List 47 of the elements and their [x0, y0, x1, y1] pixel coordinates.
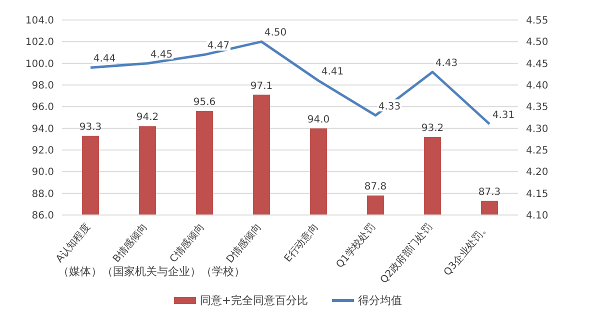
y-tick-label: 90.0 [32, 167, 54, 178]
data-label: 94.2 [136, 112, 159, 124]
x-tick-label: A认知程度 [53, 221, 93, 265]
y2-tick-label: 4.50 [526, 37, 548, 48]
legend-label: 得分均值 [357, 293, 402, 308]
data-label: 4.43 [435, 58, 458, 69]
x-tick-label: E行动意向 [282, 221, 321, 264]
data-label: 4.50 [264, 28, 287, 39]
y2-tick-label: 4.35 [526, 102, 548, 114]
x-tick-label: C情感倾向 [167, 221, 207, 265]
y2-tick-label: 4.25 [526, 146, 548, 157]
text: （媒体）（国家机关与企业）（学校） [58, 264, 245, 279]
y-tick-label: 92.0 [32, 146, 54, 157]
y2-tick-label: 4.20 [526, 167, 548, 178]
x-tick-label: D情感倾向 [224, 221, 264, 266]
data-label: 4.47 [207, 40, 230, 52]
x-tick-label: Q1学校处罚 [334, 221, 378, 270]
data-label: 95.6 [193, 97, 216, 108]
y-tick-label: 96.0 [32, 102, 54, 114]
data-label: 4.33 [378, 101, 401, 112]
y-tick-label: 94.0 [32, 124, 54, 135]
y2-tick-label: 4.40 [526, 80, 548, 92]
data-label: 4.44 [93, 54, 116, 65]
y-tick-label: 88.0 [32, 188, 54, 200]
y-tick-label: 98.0 [32, 80, 54, 92]
y-tick-label: 86.0 [32, 210, 54, 222]
data-label: 93.2 [421, 123, 444, 134]
data-label: 97.1 [250, 80, 273, 92]
y-tick-label: 100.0 [25, 58, 54, 70]
y2-tick-label: 4.10 [526, 210, 548, 222]
data-label: 94.0 [307, 114, 330, 126]
data-label: 93.3 [79, 122, 102, 133]
data-label: 87.3 [478, 186, 501, 198]
y2-tick-label: 4.45 [526, 58, 548, 70]
x-tick-label: B情感倾向 [110, 221, 150, 265]
y-tick-label: 102.0 [25, 37, 54, 48]
data-label: 87.8 [364, 182, 387, 192]
legend-label: 同意+完全同意百分比 [198, 293, 308, 308]
y2-tick-label: 4.55 [526, 16, 548, 27]
x-tick-label: Q3企业处罚。 [441, 221, 492, 278]
y-tick-label: 104.0 [25, 16, 54, 27]
y2-tick-label: 4.30 [526, 124, 548, 135]
data-label: 4.45 [150, 49, 173, 60]
y2-tick-label: 4.15 [526, 188, 548, 200]
x-tick-label: Q2政府部门处罚 [378, 221, 435, 286]
data-label: 4.41 [321, 66, 344, 78]
data-label: 4.31 [492, 110, 515, 121]
